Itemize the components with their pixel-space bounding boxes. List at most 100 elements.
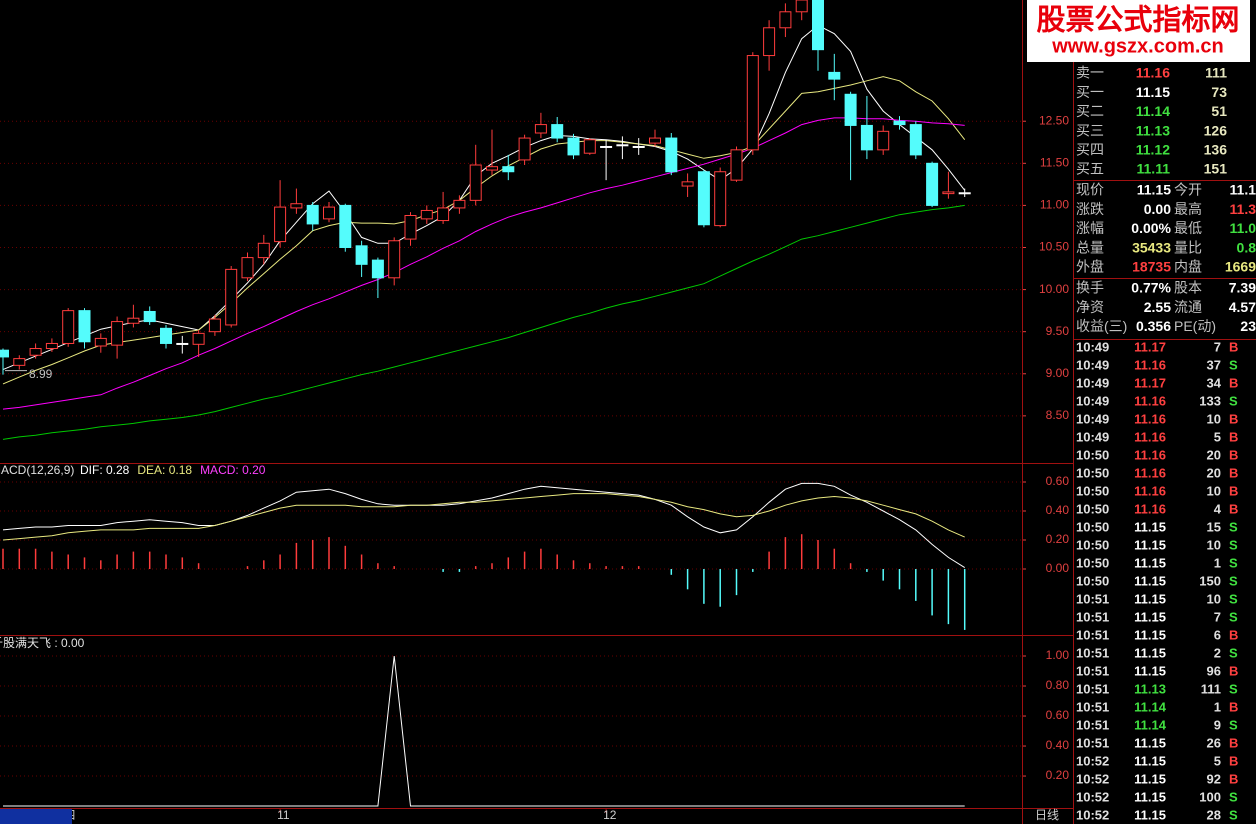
stat-label: 今开	[1174, 182, 1202, 198]
candle-body	[274, 206, 287, 243]
trade-price: 11.16	[1134, 411, 1166, 426]
stat-value: 11.3	[1230, 201, 1256, 217]
trade-time: 10:52	[1076, 771, 1109, 786]
annotation: 8.99	[29, 367, 53, 381]
period-label[interactable]: 日线	[1035, 808, 1059, 822]
trade-volume: 10	[1207, 483, 1221, 498]
trade-volume: 1	[1214, 555, 1221, 570]
trade-time: 10:50	[1076, 573, 1109, 588]
trade-side: B	[1229, 735, 1238, 750]
y-tick-label: 0.60	[1046, 474, 1070, 488]
candle-body	[208, 318, 221, 333]
candle-body	[600, 145, 613, 148]
trade-time: 10:49	[1076, 375, 1109, 390]
line	[2, 204, 965, 440]
stat-value: 2.55	[1144, 299, 1171, 315]
stat-label: 收益(三)	[1076, 318, 1127, 334]
trade-volume: 4	[1214, 501, 1222, 516]
stat-label: 内盘	[1174, 259, 1202, 275]
level-label: 买三	[1076, 122, 1104, 138]
trade-price: 11.16	[1134, 447, 1166, 462]
trade-volume: 6	[1214, 627, 1221, 642]
y-tick-label: 0.20	[1046, 768, 1070, 782]
stat-value: 11.15	[1137, 182, 1171, 198]
candle-body	[192, 332, 205, 345]
level-volume: 151	[1204, 161, 1228, 177]
trade-price: 11.17	[1134, 375, 1166, 390]
trade-time: 10:51	[1076, 663, 1109, 678]
trade-time: 10:50	[1076, 483, 1109, 498]
trade-volume: 2	[1214, 645, 1221, 660]
trade-price: 11.15	[1134, 609, 1166, 624]
candle-body	[665, 137, 678, 173]
candle-body	[795, 0, 808, 13]
quote-panel: 卖一 11.16 111 买一 11.15 73 买二 11.14 51 买三 11.13 126 买四…	[1076, 65, 1256, 334]
trade-volume: 133	[1199, 393, 1221, 408]
trade-price: 11.14	[1134, 717, 1167, 732]
trade-volume: 5	[1214, 429, 1221, 444]
candle-body	[160, 327, 172, 344]
stat-label: 最高	[1174, 201, 1202, 217]
trade-side: S	[1229, 681, 1238, 696]
trade-volume: 37	[1207, 357, 1221, 372]
candle-body	[176, 342, 189, 345]
trade-volume: 10	[1207, 537, 1221, 552]
trade-volume: 92	[1207, 771, 1221, 786]
y-tick-label: 0.40	[1046, 503, 1070, 517]
trade-volume: 5	[1214, 753, 1221, 768]
stat-label: 换手	[1076, 280, 1104, 296]
trade-volume: 150	[1199, 573, 1221, 588]
trade-time: 10:50	[1076, 465, 1109, 480]
trade-volume: 96	[1207, 663, 1221, 678]
trade-time: 10:50	[1076, 537, 1109, 552]
trade-side: S	[1229, 573, 1238, 588]
trade-side: S	[1229, 609, 1238, 624]
candle-body	[420, 209, 433, 220]
stat-label: 总量	[1076, 239, 1104, 255]
trade-price: 11.15	[1134, 645, 1166, 660]
trade-price: 11.16	[1134, 483, 1166, 498]
candle-body	[225, 268, 238, 326]
candle-body	[127, 317, 140, 324]
level-price: 11.14	[1136, 103, 1170, 119]
stat-label: 现价	[1076, 182, 1104, 198]
trade-price: 11.15	[1134, 537, 1166, 552]
candle-body	[893, 120, 906, 126]
trade-side: S	[1229, 357, 1238, 372]
date-highlight	[0, 809, 72, 824]
stat-value: 18735	[1132, 259, 1171, 275]
level-volume: 126	[1204, 122, 1228, 138]
trade-volume: 7	[1214, 609, 1221, 624]
trade-price: 11.16	[1134, 429, 1166, 444]
watermark-title: 股票公式指标网	[1036, 4, 1239, 37]
stat-label: 量比	[1174, 239, 1202, 255]
trade-price: 11.16	[1134, 393, 1166, 408]
line	[2, 24, 966, 371]
trade-list: 10:49 11.17 7 B10:49 11.16 37 S10:49 11.17 34 B10…	[1076, 339, 1238, 822]
trade-time: 10:51	[1076, 645, 1109, 660]
watermark-box	[1027, 0, 1250, 62]
trade-side: S	[1229, 645, 1238, 660]
trade-price: 11.15	[1134, 591, 1166, 606]
trade-side: S	[1229, 807, 1238, 822]
watermark: 股票公式指标网 www.gszx.com.cn	[1027, 0, 1250, 62]
trade-side: B	[1229, 447, 1238, 462]
trade-side: B	[1229, 429, 1238, 444]
candle-body	[388, 240, 401, 279]
candle-body	[534, 124, 547, 134]
trade-price: 11.15	[1134, 807, 1166, 822]
stat-value: 35433	[1132, 239, 1171, 255]
trade-time: 10:49	[1076, 357, 1109, 372]
stat-value: 7.39	[1229, 280, 1256, 296]
trade-volume: 10	[1207, 591, 1221, 606]
candle-body	[355, 245, 368, 265]
candle-body	[13, 358, 26, 366]
panel-title: 千股满天飞 : 0.00	[0, 636, 85, 650]
candle-body	[812, 0, 824, 51]
trade-side: B	[1229, 699, 1238, 714]
trade-time: 10:51	[1076, 627, 1109, 642]
trade-time: 10:50	[1076, 501, 1109, 516]
stat-label: 流通	[1174, 299, 1202, 315]
candle-body	[616, 144, 629, 147]
y-tick-label: 0.80	[1046, 678, 1070, 692]
